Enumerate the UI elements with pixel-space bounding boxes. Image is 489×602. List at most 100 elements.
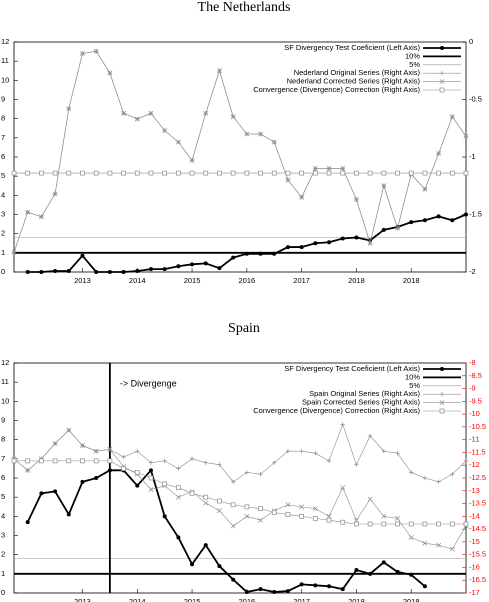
marker [203,110,209,116]
marker [107,468,112,473]
y2-tick-label: -9.5 [469,396,482,405]
x-tick-label: 2017 [293,276,310,285]
y-tick-label: 6 [1,473,5,482]
marker [244,590,249,595]
marker [93,448,99,454]
marker-stroke [38,214,44,220]
marker [134,170,140,176]
marker [217,170,222,176]
marker-stroke [258,131,263,137]
marker [66,269,71,274]
marker [408,535,414,540]
marker [134,470,140,475]
marker [25,270,30,274]
marker-stroke [217,508,222,514]
marker [285,448,291,454]
y2-tick-label: -15 [469,537,480,546]
y-tick-label: 2 [1,229,5,238]
marker [464,212,468,217]
marker [66,106,72,112]
marker [52,441,58,446]
marker [367,496,373,502]
marker [326,458,332,464]
marker [463,458,469,464]
marker [148,170,154,176]
marker [38,214,44,220]
marker [340,422,345,427]
legend-marker [440,367,444,371]
marker-stroke [148,110,154,116]
legend-marker [439,392,445,397]
x-tick-label: 2016 [239,597,256,602]
marker [66,458,72,464]
marker [80,479,85,484]
marker [395,521,400,527]
marker [230,523,236,529]
marker-stroke [367,496,373,502]
legend-marker-stroke [439,400,445,406]
y2-tick-label: -16 [469,562,480,571]
marker [326,513,332,519]
marker [312,506,318,512]
marker [436,214,441,219]
marker [66,512,71,517]
y2-tick-label: -13.5 [469,499,486,508]
legend-marker-square [439,87,445,93]
marker [93,458,99,464]
marker [340,170,346,176]
x-tick-label: 2018 [403,597,420,602]
legend-marker-dot [440,367,444,371]
marker [326,170,332,176]
marker-stroke [381,183,387,189]
marker [244,470,250,475]
marker-stroke [230,114,236,120]
legend-marker [439,79,445,85]
marker [189,456,195,462]
legend-label: 10% [405,51,420,60]
legend-label: Spain Corrected Series (Right Axis) [302,398,420,407]
marker-stroke [422,540,428,546]
y-tick-label: 9 [1,415,5,424]
legend-marker-dot [440,46,444,50]
marker [258,587,263,592]
marker [39,458,44,464]
marker-stroke [80,51,85,56]
marker-stroke [436,151,442,156]
marker-stroke [395,515,400,521]
marker [381,448,387,454]
marker [340,166,346,171]
marker-stroke [408,535,414,540]
marker-stroke [312,166,318,171]
marker-stroke [449,546,455,552]
marker [422,540,428,546]
marker [135,448,140,454]
marker [436,521,441,527]
marker [395,170,400,176]
marker [25,170,31,176]
y2-tick-label: -0.5 [469,94,482,103]
marker [327,240,332,245]
marker [107,446,113,452]
y-tick-label: 1 [1,569,5,578]
marker [80,443,85,448]
y2-tick-label: 0 [469,37,473,46]
marker [340,236,345,241]
marker [121,170,126,176]
marker [148,267,153,272]
legend-label: 5% [409,60,420,69]
marker [217,564,222,569]
marker [175,494,181,500]
marker [313,583,318,588]
legend-label: Spain Original Series (Right Axis) [309,389,420,398]
legend-marker [439,400,445,406]
marker [217,462,222,467]
marker [395,225,400,231]
marker [326,166,332,171]
marker-stroke [299,504,305,510]
marker [422,521,428,527]
x-tick-label: 2013 [74,597,91,602]
y-tick-label: 2 [1,550,5,559]
marker [367,521,373,527]
marker [39,170,44,176]
marker-stroke [25,467,31,473]
